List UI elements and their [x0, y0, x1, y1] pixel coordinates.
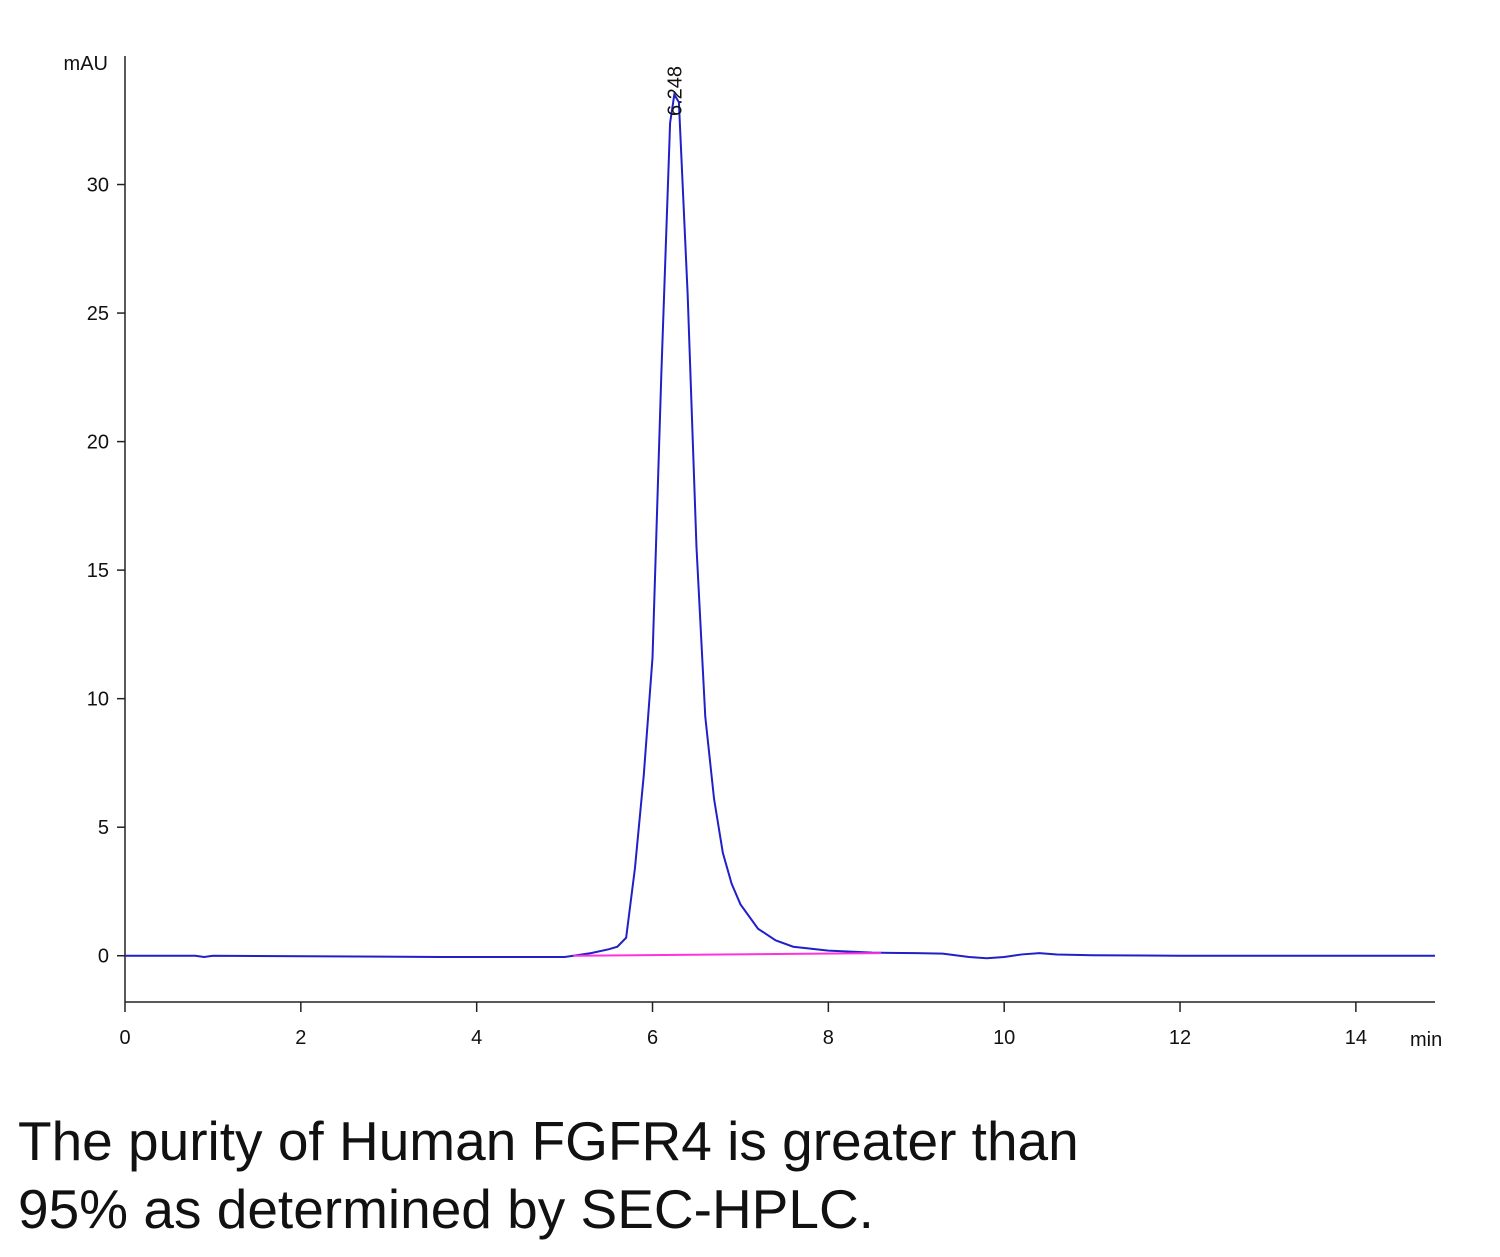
y-tick-label: 10 [87, 689, 109, 711]
series-line [125, 91, 1435, 960]
x-tick-label: 12 [1169, 1027, 1191, 1049]
peak-label: 6.248 [664, 66, 686, 116]
y-tick-label: 30 [87, 175, 109, 197]
y-tick-label: 20 [87, 432, 109, 454]
series-line [573, 952, 882, 957]
caption-line: The purity of Human FGFR4 is greater tha… [18, 1110, 1079, 1172]
x-tick-label: 4 [471, 1027, 482, 1049]
x-tick-label: 0 [119, 1027, 130, 1049]
x-axis-label: min [1410, 1029, 1442, 1051]
y-tick-label: 25 [87, 303, 109, 325]
y-axis-label: mAU [64, 53, 108, 75]
y-tick-label: 0 [98, 946, 109, 968]
x-tick-label: 2 [295, 1027, 306, 1049]
x-tick-label: 10 [993, 1027, 1015, 1049]
x-tick-label: 8 [823, 1027, 834, 1049]
x-tick-label: 6 [647, 1027, 658, 1049]
y-tick-label: 5 [98, 817, 109, 839]
y-tick-label: 15 [87, 560, 109, 582]
x-tick-label: 14 [1345, 1027, 1367, 1049]
caption-line: 95% as determined by SEC-HPLC. [18, 1178, 874, 1240]
